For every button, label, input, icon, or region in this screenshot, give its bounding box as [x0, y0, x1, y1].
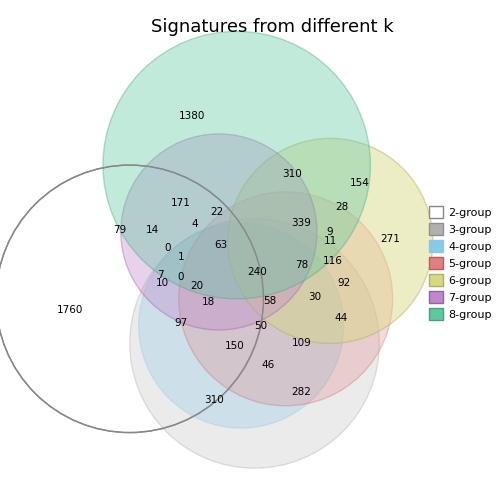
- Text: 150: 150: [225, 341, 244, 351]
- Text: 4: 4: [191, 219, 198, 229]
- Text: 271: 271: [381, 234, 400, 243]
- Text: 50: 50: [255, 321, 268, 331]
- Text: 310: 310: [283, 169, 302, 179]
- Text: 22: 22: [210, 207, 223, 217]
- Text: 0: 0: [178, 273, 184, 282]
- Text: 9: 9: [326, 227, 333, 237]
- Text: 154: 154: [349, 178, 369, 188]
- Text: 1760: 1760: [57, 305, 84, 315]
- Text: 14: 14: [146, 225, 160, 235]
- Text: 1: 1: [178, 253, 184, 263]
- Text: 63: 63: [215, 240, 228, 250]
- Circle shape: [179, 192, 393, 406]
- Text: 116: 116: [323, 256, 343, 266]
- Text: 10: 10: [156, 278, 169, 288]
- Text: 339: 339: [291, 218, 311, 228]
- Text: 1380: 1380: [179, 111, 205, 121]
- Text: 0: 0: [164, 242, 171, 253]
- Title: Signatures from different k: Signatures from different k: [151, 18, 394, 36]
- Text: 109: 109: [291, 338, 311, 348]
- Circle shape: [228, 139, 433, 343]
- Text: 97: 97: [174, 319, 187, 328]
- Circle shape: [121, 134, 317, 330]
- Text: 58: 58: [264, 296, 277, 306]
- Text: 18: 18: [202, 297, 215, 307]
- Circle shape: [139, 223, 344, 428]
- Text: 20: 20: [190, 281, 203, 291]
- Text: 78: 78: [295, 261, 308, 270]
- Text: 30: 30: [308, 292, 321, 301]
- Text: 240: 240: [247, 267, 267, 277]
- Circle shape: [130, 219, 380, 468]
- Text: 28: 28: [335, 203, 348, 213]
- Circle shape: [103, 31, 370, 299]
- Text: 44: 44: [335, 312, 348, 323]
- Text: 92: 92: [337, 278, 350, 288]
- Text: 7: 7: [157, 270, 163, 280]
- Text: 282: 282: [291, 388, 311, 398]
- Text: 171: 171: [171, 198, 191, 208]
- Text: 79: 79: [113, 225, 127, 235]
- Text: 11: 11: [324, 236, 337, 246]
- Text: 310: 310: [205, 396, 224, 405]
- Legend: 2-group, 3-group, 4-group, 5-group, 6-group, 7-group, 8-group: 2-group, 3-group, 4-group, 5-group, 6-gr…: [429, 207, 492, 320]
- Text: 46: 46: [261, 360, 275, 370]
